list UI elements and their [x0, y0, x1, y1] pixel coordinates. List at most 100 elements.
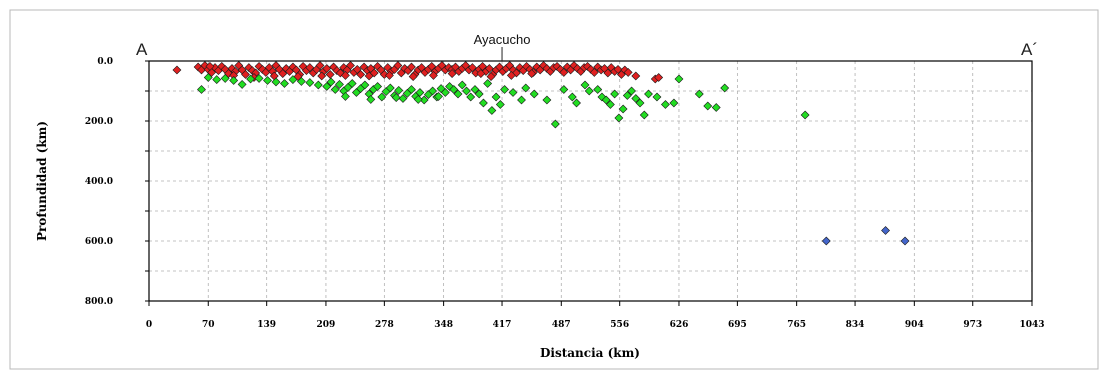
data-point-series-2: [373, 82, 383, 91]
x-tick-label: 278: [375, 320, 394, 330]
data-point-series-1: [478, 61, 487, 71]
data-point-series-2: [360, 80, 370, 90]
data-point-series-2: [398, 94, 408, 103]
data-point-series-2: [440, 88, 450, 97]
data-point-series-2: [542, 95, 552, 105]
x-tick-label: 1043: [1019, 320, 1044, 330]
data-point-series-2: [313, 80, 323, 90]
data-point-series-1: [385, 70, 394, 80]
x-tick-label: 487: [552, 320, 571, 330]
data-point-series-2: [644, 89, 653, 99]
data-point-series-2: [288, 75, 298, 85]
data-point-series-1: [613, 64, 623, 74]
data-point-series-1: [427, 61, 437, 71]
x-tick-label: 765: [787, 320, 806, 330]
data-point-series-2: [517, 95, 526, 105]
data-point-series-2: [428, 86, 438, 96]
data-point-series-2: [478, 98, 488, 108]
data-point-series-1: [429, 70, 438, 80]
y-tick-label: 600.0: [85, 237, 113, 247]
data-point-series-2: [652, 92, 662, 102]
data-point-series-1: [623, 67, 633, 77]
data-point-series-1: [631, 71, 641, 81]
data-point-series-1: [305, 63, 315, 73]
x-tick-label: 834: [846, 320, 865, 330]
y-tick-label: 400.0: [85, 177, 113, 187]
data-point-series-2: [280, 79, 289, 88]
data-point-series-2: [263, 76, 272, 85]
data-point-series-3: [821, 236, 831, 246]
x-axis-title: Distancia (km): [540, 346, 640, 360]
data-point-series-2: [470, 85, 480, 94]
data-point-series-2: [453, 89, 463, 99]
data-point-series-1: [172, 65, 182, 75]
data-point-series-2: [474, 89, 484, 99]
data-point-series-2: [572, 98, 581, 108]
data-point-series-2: [462, 86, 471, 96]
data-point-series-2: [322, 82, 332, 91]
data-point-series-1: [364, 71, 374, 81]
y-tick-label: 200.0: [85, 117, 113, 127]
data-point-series-3: [900, 236, 910, 246]
y-axis-title: Profundidad (km): [35, 121, 49, 241]
x-tick-label: 904: [905, 320, 924, 330]
data-point-series-2: [694, 89, 704, 99]
data-point-series-2: [394, 85, 404, 95]
data-point-series-2: [449, 85, 459, 94]
data-point-series-2: [567, 92, 577, 102]
data-point-series-2: [305, 78, 315, 88]
data-point-series-2: [413, 94, 423, 104]
data-point-series-1: [407, 62, 416, 72]
data-point-series-1: [205, 61, 215, 71]
data-point-series-2: [254, 73, 264, 83]
data-point-series-1: [340, 70, 350, 80]
start-label: A: [136, 40, 148, 59]
data-point-series-2: [495, 100, 505, 109]
data-point-series-2: [407, 85, 416, 94]
city-label: Ayacucho: [474, 32, 531, 47]
data-point-series-1: [346, 61, 355, 70]
data-point-series-2: [487, 106, 497, 115]
data-point-series-2: [330, 85, 340, 94]
data-point-series-2: [483, 79, 493, 88]
data-point-series-2: [340, 91, 350, 101]
data-point-series-1: [317, 71, 327, 81]
data-point-series-2: [457, 80, 467, 90]
data-point-series-3: [881, 226, 890, 235]
x-tick-label: 973: [963, 320, 982, 330]
data-point-series-2: [660, 100, 670, 109]
data-point-series-2: [618, 104, 628, 114]
data-point-series-1: [241, 70, 250, 79]
data-point-series-2: [614, 113, 624, 123]
data-point-series-2: [229, 76, 239, 85]
data-point-series-2: [385, 83, 395, 93]
data-point-series-2: [220, 73, 230, 83]
data-point-series-2: [711, 103, 721, 112]
data-point-series-2: [500, 85, 509, 94]
x-tick-label: 348: [434, 320, 453, 330]
data-point-series-1: [408, 72, 418, 82]
y-tick-label: 0.0: [97, 57, 113, 67]
data-point-series-2: [508, 88, 518, 97]
data-point-series-1: [476, 69, 486, 79]
data-point-series-1: [527, 69, 537, 79]
data-point-series-2: [635, 98, 645, 108]
end-label: A´: [1021, 40, 1038, 59]
data-point-series-2: [197, 85, 206, 94]
data-point-series-2: [212, 75, 222, 85]
data-point-series-2: [377, 92, 387, 102]
data-point-series-2: [669, 98, 679, 108]
data-point-series-1: [589, 67, 599, 77]
x-tick-label: 695: [728, 320, 747, 330]
data-point-series-2: [559, 85, 569, 94]
data-point-series-2: [434, 91, 443, 101]
data-point-series-2: [631, 94, 641, 103]
data-point-series-1: [506, 70, 516, 80]
ticks: 0 70 139 209 278 348 417 487 556 626 695 765 834 904 9…: [85, 57, 1045, 330]
data-point-series-2: [529, 89, 539, 99]
data-point-series-2: [246, 74, 256, 84]
data-point-series-2: [391, 93, 401, 103]
x-tick-label: 556: [610, 320, 629, 330]
y-tick-label: 800.0: [85, 297, 113, 307]
